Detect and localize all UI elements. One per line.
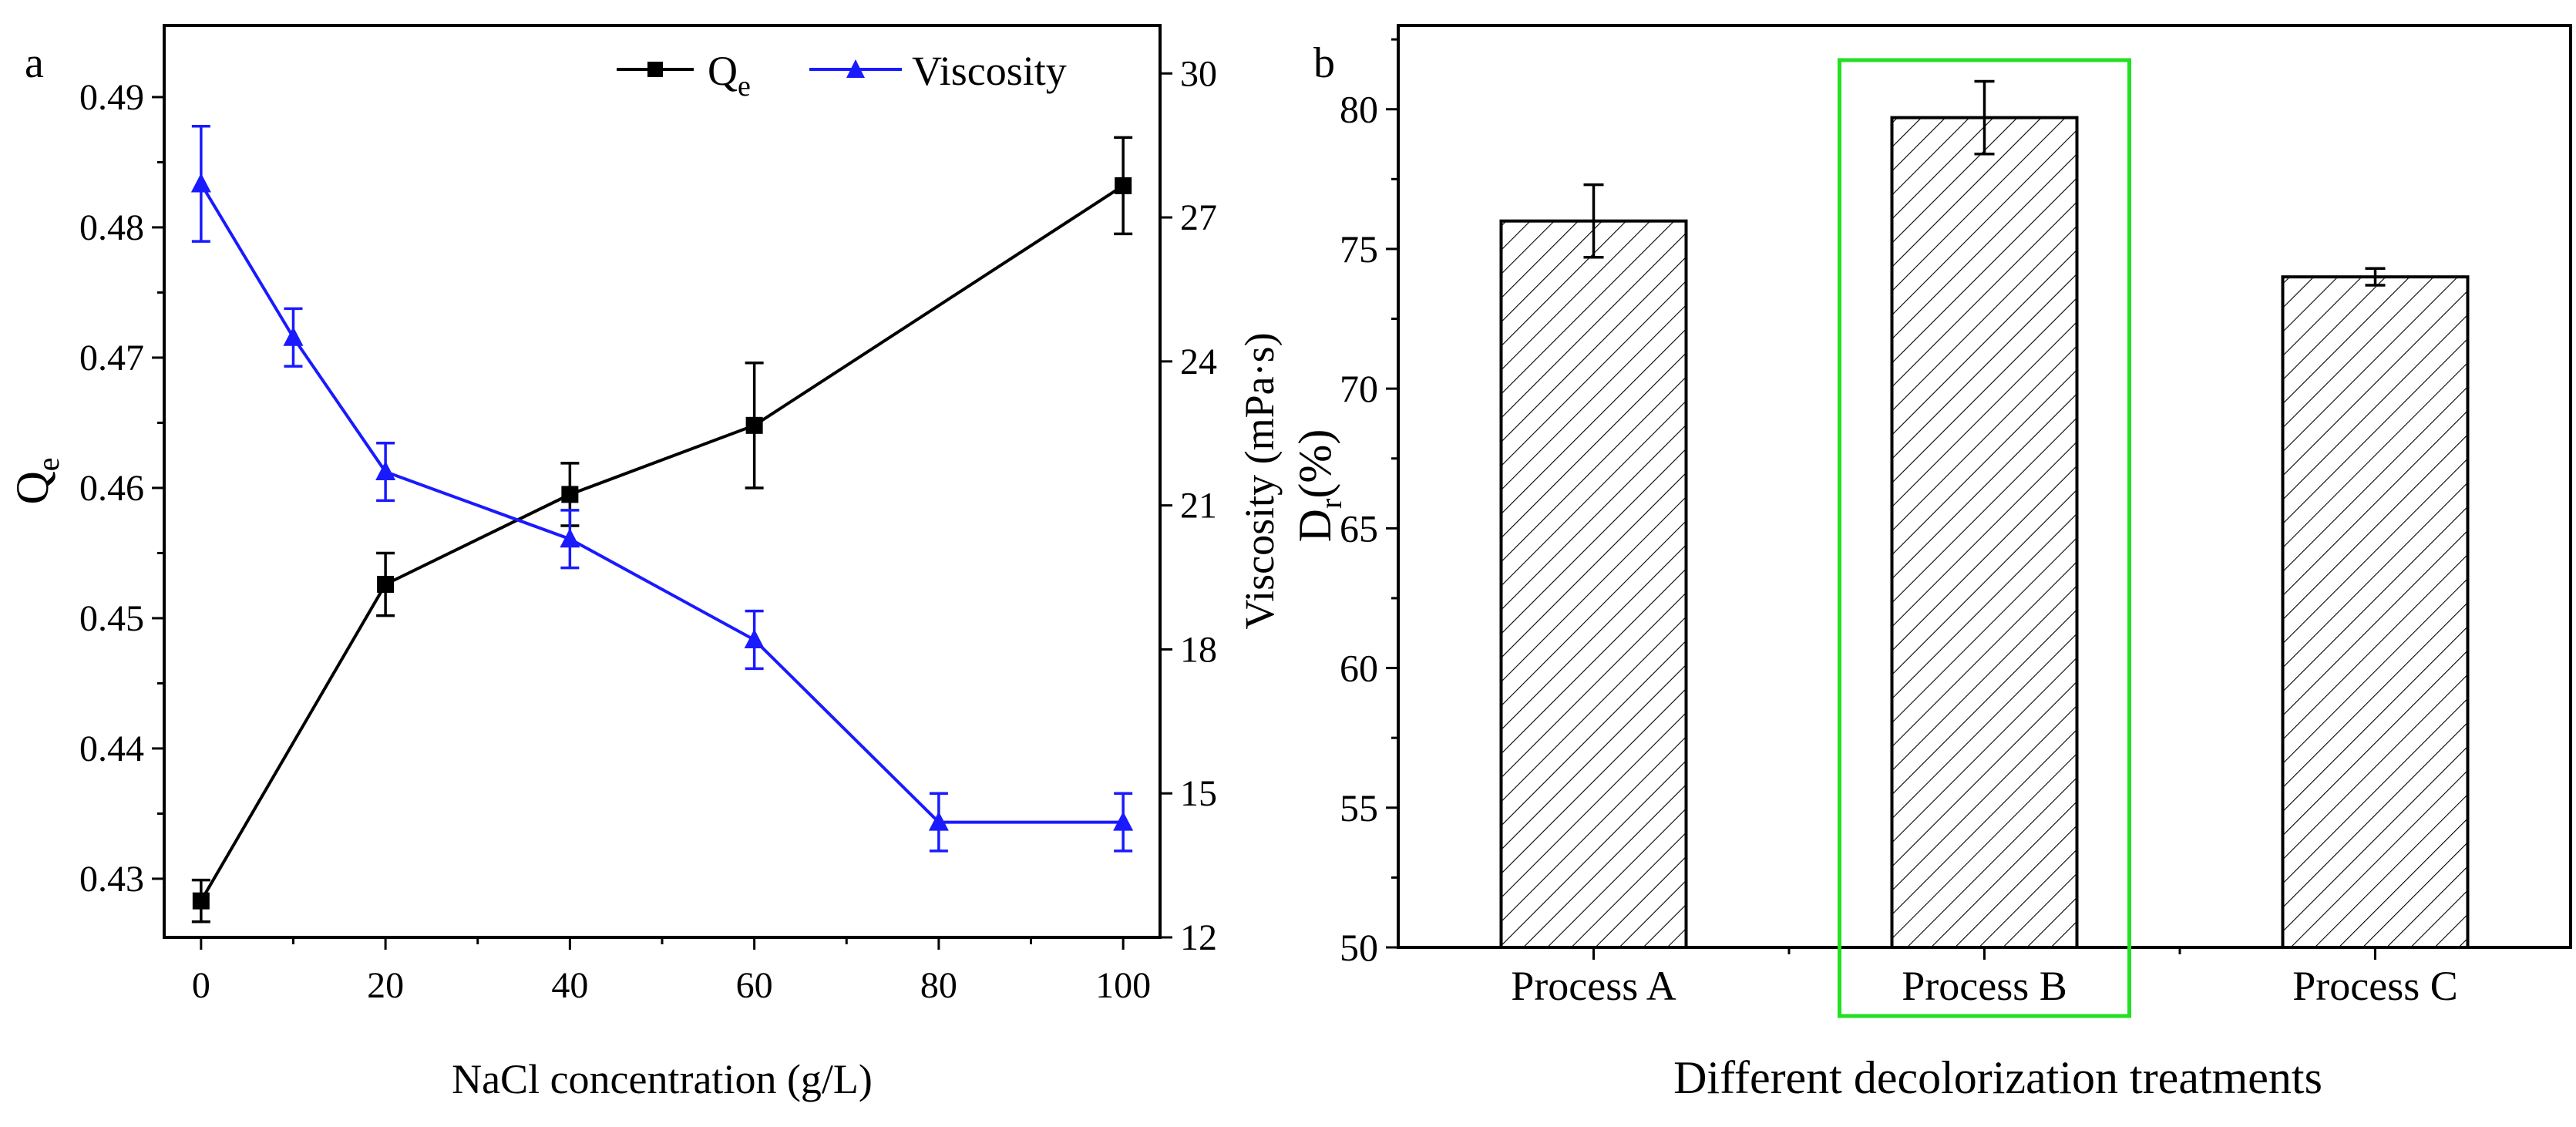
legend-qe-label: Qe bbox=[708, 48, 751, 103]
y-right-tick-label: 27 bbox=[1180, 197, 1217, 238]
bar bbox=[2281, 275, 2470, 949]
series-line-viscosity bbox=[200, 183, 1124, 824]
y-right-tick-label: 18 bbox=[1180, 629, 1217, 670]
x-tick-label: 80 bbox=[920, 965, 957, 1006]
bar bbox=[1499, 219, 1688, 949]
panel-a-frame bbox=[163, 24, 1162, 939]
panel-b-frame bbox=[1397, 24, 2572, 949]
data-point-square bbox=[561, 486, 579, 503]
panel-b-bars bbox=[1499, 79, 2470, 950]
x-tick-label: 60 bbox=[736, 965, 773, 1006]
data-point-triangle bbox=[560, 528, 580, 548]
x-tick-label: 0 bbox=[192, 965, 210, 1006]
y-left-tick-label: 0.49 bbox=[79, 77, 144, 118]
y-tick-label: 75 bbox=[1340, 227, 1378, 271]
y-right-tick-label: 30 bbox=[1180, 53, 1217, 94]
x-tick-label: Process A bbox=[1511, 963, 1676, 1009]
data-point-triangle bbox=[283, 326, 304, 346]
y-tick-label: 55 bbox=[1340, 786, 1378, 829]
y-left-tick-label: 0.48 bbox=[79, 207, 144, 248]
data-point-square bbox=[192, 892, 210, 910]
series-line-qe bbox=[200, 184, 1125, 902]
data-point-square bbox=[1115, 177, 1132, 194]
panel-a-left-axis-title: Qe bbox=[7, 457, 66, 504]
panel-b-x-axis-title: Different decolorization treatments bbox=[1673, 1052, 2322, 1103]
data-point-triangle bbox=[744, 628, 765, 648]
legend-viscosity-marker bbox=[846, 59, 865, 78]
y-tick-label: 80 bbox=[1340, 88, 1378, 131]
x-tick-label: 100 bbox=[1095, 965, 1151, 1006]
panel-a-legend: Qe Viscosity bbox=[617, 48, 1067, 103]
panel-a-label: a bbox=[25, 39, 44, 87]
legend-viscosity-label: Viscosity bbox=[912, 48, 1067, 94]
y-tick-label: 70 bbox=[1340, 367, 1378, 410]
data-point-triangle bbox=[190, 173, 211, 193]
data-point-triangle bbox=[1113, 811, 1134, 831]
data-point-triangle bbox=[375, 461, 396, 481]
panel-a-x-axis-title: NaCl concentration (g/L) bbox=[452, 1056, 873, 1102]
x-tick-label: 40 bbox=[551, 965, 588, 1006]
panel-a-line-chart: a 0 20 40 60 80 100 0.43 0.44 0.45 0.46 0.47 0.48 0.… bbox=[7, 24, 1283, 1102]
y-right-tick-label: 24 bbox=[1180, 341, 1217, 382]
x-tick-label: 20 bbox=[367, 965, 404, 1006]
y-tick-label: 50 bbox=[1340, 926, 1378, 969]
bar bbox=[1890, 116, 2079, 950]
y-left-tick-label: 0.44 bbox=[79, 728, 144, 769]
panel-b-y-axis-title: Dr(%) bbox=[1290, 429, 1348, 543]
y-right-tick-label: 21 bbox=[1180, 486, 1217, 526]
panel-a-ticks: 0 20 40 60 80 100 0.43 0.44 0.45 0.46 0.47 0.48 0.49… bbox=[79, 53, 1217, 1006]
y-right-tick-label: 12 bbox=[1180, 917, 1217, 958]
x-tick-label: Process C bbox=[2292, 963, 2458, 1009]
y-right-tick-label: 15 bbox=[1180, 773, 1217, 814]
y-left-tick-label: 0.46 bbox=[79, 468, 144, 509]
y-left-tick-label: 0.47 bbox=[79, 338, 144, 378]
y-tick-label: 65 bbox=[1340, 506, 1378, 550]
panel-a-series bbox=[190, 125, 1134, 923]
y-tick-label: 60 bbox=[1340, 647, 1378, 690]
panel-b-label: b bbox=[1313, 39, 1335, 87]
data-point-square bbox=[377, 576, 395, 594]
panel-b-ticks: 50 55 60 65 70 75 80 Process A Process B Process … bbox=[1340, 38, 2458, 1009]
legend-qe-marker bbox=[647, 62, 663, 77]
data-point-square bbox=[745, 416, 763, 434]
y-left-tick-label: 0.43 bbox=[79, 859, 144, 900]
x-tick-label: Process B bbox=[1902, 963, 2067, 1009]
y-left-tick-label: 0.45 bbox=[79, 598, 144, 639]
highlight-box bbox=[1838, 58, 2131, 1018]
panel-a-right-axis-title: Viscosity (mPa·s) bbox=[1236, 332, 1283, 629]
panel-b-bar-chart: b 50 55 60 65 70 75 80 Process A Process B Proces… bbox=[1290, 24, 2572, 1103]
data-point-triangle bbox=[928, 811, 949, 831]
